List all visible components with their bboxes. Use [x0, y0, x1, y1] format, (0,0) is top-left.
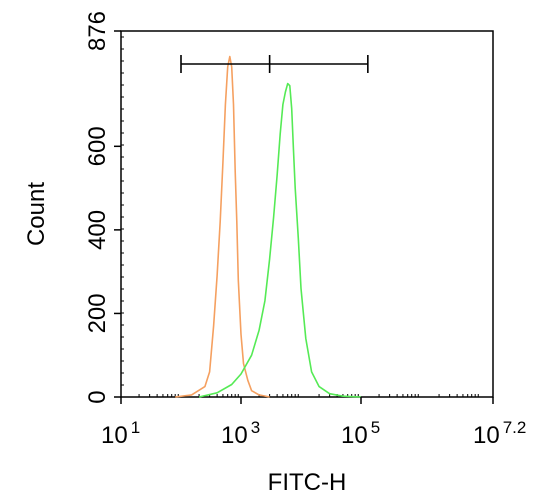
x-axis-ticks: 10 1 10 3 10 5 10 7.2 [101, 397, 526, 449]
x-tick-label-base: 10 [473, 422, 500, 449]
x-tick-label: 10 3 [221, 418, 260, 449]
plot-frame [120, 30, 494, 398]
x-tick-label-exponent: 1 [131, 418, 140, 437]
x-tick-label-exponent: 7.2 [503, 418, 527, 437]
gate-markers [180, 55, 369, 74]
x-tick-label: 10 7.2 [473, 418, 526, 449]
x-tick-label-base: 10 [101, 422, 128, 449]
y-tick-label: 600 [84, 126, 111, 166]
x-tick-label: 10 1 [101, 418, 140, 449]
minor-ticks [121, 36, 479, 397]
x-tick-label-base: 10 [221, 422, 248, 449]
series-layer [175, 55, 362, 398]
x-tick-label-exponent: 5 [371, 418, 380, 437]
x-axis-title: FITC-H [268, 469, 347, 496]
x-tick-label: 10 5 [341, 418, 380, 449]
y-tick-label: 400 [84, 210, 111, 250]
y-axis-ticks: 0 200 400 600 876 [84, 11, 121, 404]
y-tick-label: 0 [84, 390, 111, 403]
x-tick-label-exponent: 3 [251, 418, 260, 437]
series-line-1 [175, 55, 270, 398]
x-tick-label-base: 10 [341, 422, 368, 449]
series-line-2 [198, 82, 362, 398]
y-tick-label: 876 [84, 11, 111, 51]
y-tick-label: 200 [84, 293, 111, 333]
y-axis-title: Count [23, 182, 50, 246]
